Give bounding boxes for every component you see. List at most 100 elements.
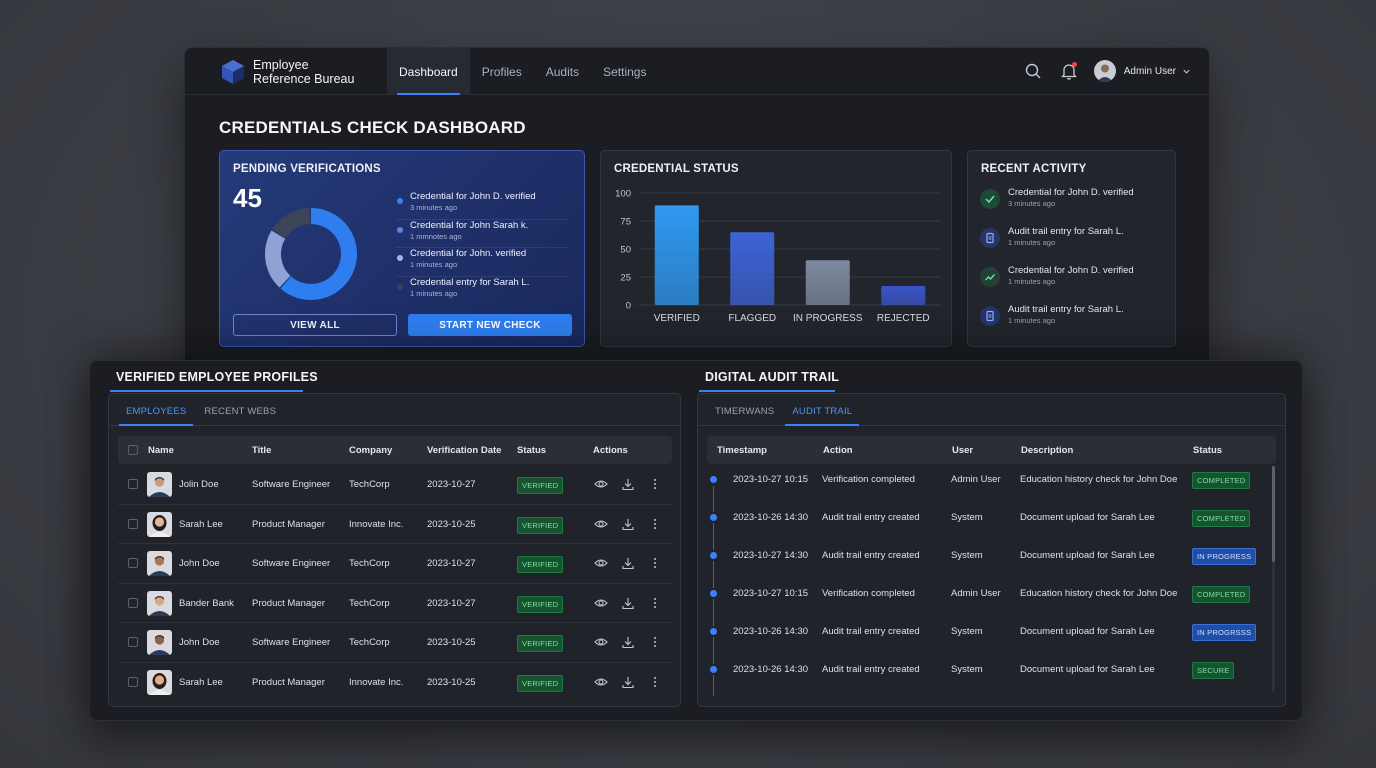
audit-timestamp: 2023-10-27 10:15: [733, 474, 809, 485]
bar-verified[interactable]: [654, 205, 699, 305]
col-name[interactable]: Name: [148, 445, 174, 456]
activity-item[interactable]: Credential for John D. verified 3 minutes…: [980, 187, 1166, 226]
more-vertical-icon[interactable]: [648, 556, 662, 570]
more-vertical-icon[interactable]: [648, 517, 662, 531]
audit-row[interactable]: 2023-10-27 10:15 Verification completed Ad…: [698, 468, 1268, 506]
start-new-check-button[interactable]: START NEW CHECK: [408, 314, 572, 336]
more-vertical-icon[interactable]: [648, 635, 662, 649]
audit-row[interactable]: 2023-10-27 14:30 Audit trail entry create…: [698, 544, 1268, 582]
download-icon[interactable]: [621, 477, 635, 491]
donut-segment: [272, 208, 311, 239]
view-all-button[interactable]: VIEW ALL: [233, 314, 397, 336]
row-checkbox[interactable]: [128, 637, 138, 647]
more-vertical-icon[interactable]: [648, 675, 662, 689]
recent-activity-card: RECENT ACTIVITY Credential for John D. v…: [967, 150, 1176, 347]
eye-icon[interactable]: [594, 556, 608, 570]
search-icon[interactable]: [1022, 60, 1044, 82]
pending-item[interactable]: Credential for John Sarah k. 1 mmnotes ag…: [396, 219, 568, 248]
audit-action: Audit trail entry created: [822, 512, 920, 523]
download-icon[interactable]: [621, 635, 635, 649]
eye-icon[interactable]: [594, 477, 608, 491]
user-name[interactable]: Admin User: [1123, 65, 1176, 77]
nav-dashboard[interactable]: Dashboard: [387, 48, 470, 95]
employee-company: TechCorp: [349, 558, 390, 569]
activity-item[interactable]: Credential for John D. verified 1 minutes…: [980, 265, 1166, 304]
col-status[interactable]: Status: [517, 445, 547, 456]
activity-item[interactable]: Audit trail entry for Sarah L. 1 minutes …: [980, 226, 1166, 265]
pending-item[interactable]: Credential for John. verified 1 minutes a…: [396, 248, 568, 277]
col-action[interactable]: Action: [823, 445, 853, 456]
eye-icon[interactable]: [594, 635, 608, 649]
bar-rejected[interactable]: [881, 285, 926, 305]
col-audit-status[interactable]: Status: [1193, 445, 1223, 456]
col-title[interactable]: Title: [252, 445, 272, 456]
nav-settings[interactable]: Settings: [603, 64, 647, 79]
bar-flagged[interactable]: [730, 232, 775, 305]
audit-action: Audit trail entry created: [822, 664, 920, 675]
eye-icon[interactable]: [594, 596, 608, 610]
pending-item-time: 1 mmnotes ago: [410, 231, 462, 241]
audit-scroll-thumb[interactable]: [1272, 466, 1275, 562]
audit-row[interactable]: 2023-10-26 14:30 Audit trail entry create…: [698, 506, 1268, 544]
select-all-checkbox[interactable]: [128, 445, 138, 455]
employee-name[interactable]: John Doe: [179, 637, 220, 648]
bar-in-progress[interactable]: [805, 260, 850, 305]
table-row[interactable]: Jolin Doe Software Engineer TechCorp 2023-1…: [118, 465, 672, 505]
audit-description: Document upload for Sarah Lee: [1020, 626, 1155, 637]
app-name-line1: Employee: [253, 58, 309, 72]
nav-audits[interactable]: Audits: [545, 64, 580, 79]
verification-date: 2023-10-25: [427, 518, 476, 530]
app-logo[interactable]: Employee Reference Bureau: [219, 58, 354, 86]
chevron-down-icon[interactable]: [1182, 67, 1191, 76]
row-checkbox[interactable]: [128, 518, 138, 529]
row-checkbox[interactable]: [128, 479, 138, 489]
pending-item-time: 1 minutes ago: [410, 260, 458, 269]
col-timestamp[interactable]: Timestamp: [717, 445, 767, 456]
audit-timestamp: 2023-10-27 14:30: [733, 550, 809, 561]
row-checkbox[interactable]: [128, 597, 138, 608]
employee-name[interactable]: John Doe: [179, 558, 220, 569]
row-checkbox[interactable]: [128, 558, 138, 568]
download-icon[interactable]: [621, 517, 635, 531]
employee-name[interactable]: Sarah Lee: [179, 676, 223, 688]
audit-row[interactable]: 2023-10-27 10:15 Verification completed Ad…: [698, 582, 1268, 620]
tab-recent-webs[interactable]: RECENT WEBS: [204, 406, 277, 417]
table-row[interactable]: Sarah Lee Product Manager Innovate Inc. 202…: [118, 505, 672, 544]
col-user[interactable]: User: [952, 445, 974, 456]
eye-icon[interactable]: [594, 675, 608, 689]
x-tick-label: IN PROGRESS: [793, 313, 863, 324]
activity-time: 1 minutes ago: [1008, 238, 1056, 247]
download-icon[interactable]: [621, 675, 635, 689]
download-icon[interactable]: [621, 556, 635, 570]
activity-item[interactable]: Audit trail entry for Sarah L. 1 minutes …: [980, 304, 1166, 343]
row-checkbox[interactable]: [128, 676, 138, 687]
nav-profiles[interactable]: Profiles: [481, 64, 522, 79]
table-row[interactable]: Sarah Lee Product Manager Innovate Inc. 202…: [118, 663, 672, 703]
table-row[interactable]: Bander Bank Product Manager TechCorp 2023-1…: [118, 584, 672, 623]
pending-item-text: Credential for John Sarah k.: [410, 219, 529, 231]
audit-scrollbar[interactable]: [1272, 466, 1275, 692]
tab-employees[interactable]: EMPLOYEES: [119, 406, 194, 426]
table-row[interactable]: John Doe Software Engineer TechCorp 2023-10…: [118, 623, 672, 663]
employee-name[interactable]: Bander Bank: [179, 597, 234, 609]
audit-description: Education history check for John Doe: [1020, 588, 1178, 599]
employee-name[interactable]: Sarah Lee: [179, 518, 223, 530]
tab-timerwans[interactable]: TIMERWANS: [715, 406, 775, 417]
more-vertical-icon[interactable]: [648, 596, 662, 610]
col-company[interactable]: Company: [349, 445, 393, 456]
eye-icon[interactable]: [594, 517, 608, 531]
more-vertical-icon[interactable]: [648, 477, 662, 491]
audit-row[interactable]: 2023-10-26 14:30 Audit trail entry create…: [698, 658, 1268, 696]
tab-audit-trail[interactable]: AUDIT TRAIL: [785, 406, 860, 426]
download-icon[interactable]: [621, 596, 635, 610]
employee-name[interactable]: Jolin Doe: [179, 479, 219, 490]
pending-item[interactable]: Credential entry for Sarah L. 1 minutes a…: [396, 277, 568, 306]
col-description[interactable]: Description: [1021, 445, 1074, 456]
col-verification-date[interactable]: Verification Date: [427, 445, 502, 456]
donut-segment: [280, 208, 357, 300]
pending-item[interactable]: Credential for John D. verified 3 minutes…: [396, 191, 568, 220]
table-row[interactable]: John Doe Software Engineer TechCorp 2023-10…: [118, 544, 672, 584]
audit-row[interactable]: 2023-10-26 14:30 Audit trail entry create…: [698, 620, 1268, 658]
user-avatar[interactable]: [1093, 60, 1116, 82]
bell-icon[interactable]: [1058, 60, 1080, 82]
